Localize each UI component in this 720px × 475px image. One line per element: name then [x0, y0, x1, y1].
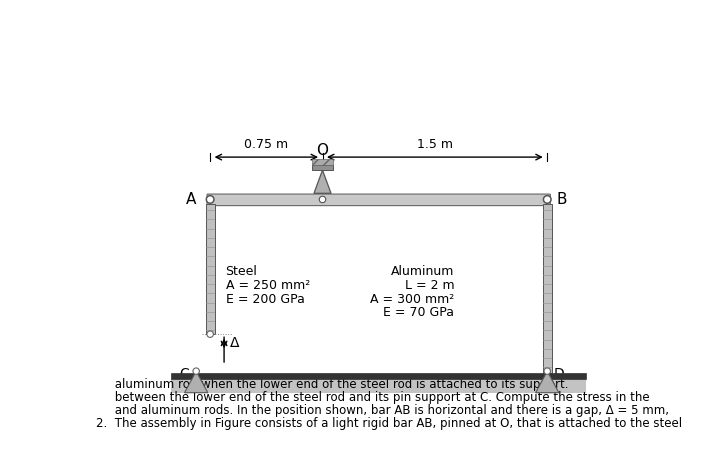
Circle shape — [194, 369, 198, 373]
Bar — [171, 373, 586, 379]
Text: A = 250 mm²: A = 250 mm² — [225, 279, 310, 292]
Polygon shape — [314, 170, 331, 193]
Circle shape — [545, 369, 549, 373]
Text: and aluminum rods. In the position shown, bar AB is horizontal and there is a ga: and aluminum rods. In the position shown… — [96, 404, 669, 417]
Bar — [312, 159, 333, 165]
Text: 2.  The assembly in Figure consists of a light rigid bar AB, pinned at O, that i: 2. The assembly in Figure consists of a … — [96, 418, 683, 430]
Text: 1.5 m: 1.5 m — [417, 138, 453, 151]
Text: 0.75 m: 0.75 m — [244, 138, 288, 151]
Text: C: C — [179, 367, 189, 380]
Text: between the lower end of the steel rod and its pin support at C. Compute the str: between the lower end of the steel rod a… — [96, 391, 650, 404]
Text: A: A — [186, 192, 196, 207]
Circle shape — [206, 196, 214, 203]
Text: E = 200 GPa: E = 200 GPa — [225, 293, 305, 305]
Circle shape — [545, 197, 549, 202]
Circle shape — [320, 198, 325, 201]
Circle shape — [544, 196, 551, 203]
Text: E = 70 GPa: E = 70 GPa — [383, 306, 454, 320]
Circle shape — [320, 196, 325, 202]
Polygon shape — [536, 371, 559, 393]
Bar — [312, 165, 333, 170]
Text: D: D — [554, 367, 564, 380]
Circle shape — [193, 368, 199, 374]
Text: L = 2 m: L = 2 m — [405, 279, 454, 292]
Circle shape — [208, 332, 212, 336]
Polygon shape — [184, 371, 208, 393]
FancyBboxPatch shape — [207, 194, 550, 206]
Bar — [544, 204, 552, 373]
Text: Δ: Δ — [230, 336, 240, 350]
Circle shape — [208, 197, 212, 202]
Text: Aluminum: Aluminum — [391, 265, 454, 278]
Text: aluminum rod when the lower end of the steel rod is attached to its support.: aluminum rod when the lower end of the s… — [96, 378, 569, 391]
Text: O: O — [317, 143, 328, 158]
Text: A = 300 mm²: A = 300 mm² — [370, 293, 454, 305]
Text: Steel: Steel — [225, 265, 258, 278]
Bar — [206, 204, 215, 334]
Bar — [171, 379, 586, 393]
Circle shape — [544, 368, 550, 374]
Circle shape — [207, 331, 213, 337]
Text: B: B — [557, 192, 567, 207]
